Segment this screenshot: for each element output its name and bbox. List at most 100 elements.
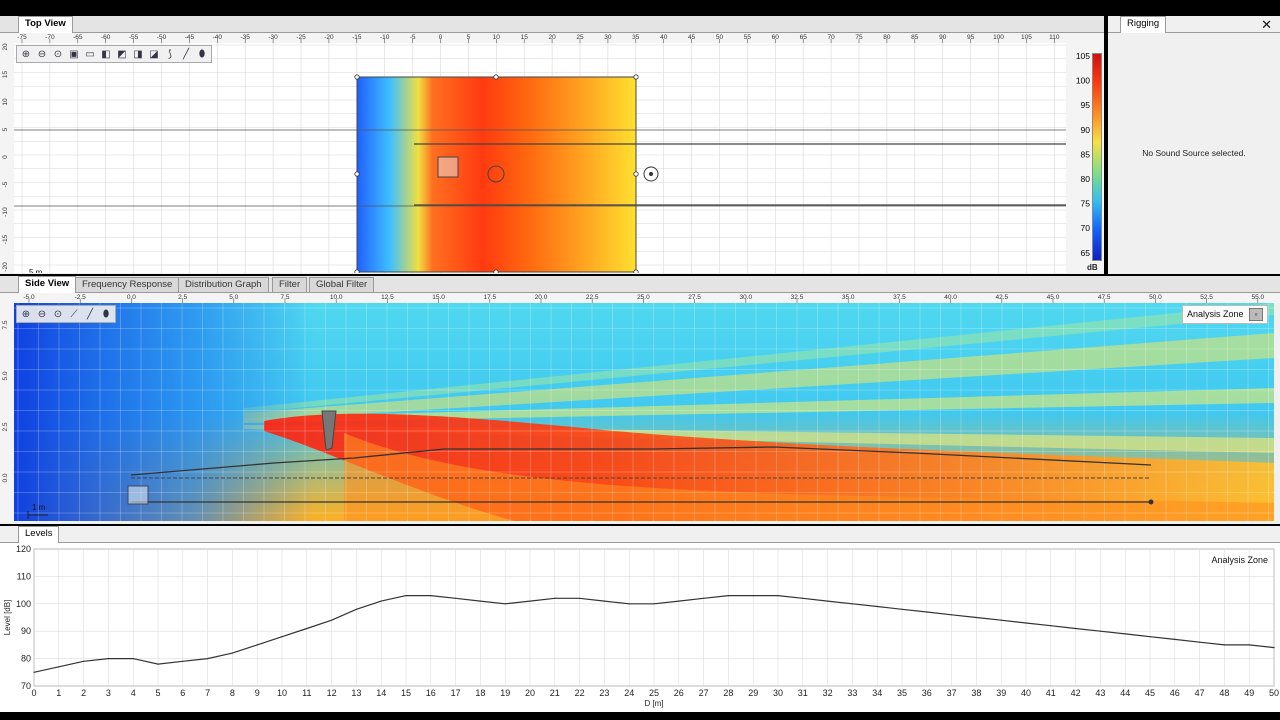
ruler-label: 30 xyxy=(604,34,612,41)
ruler-label: 2.5 xyxy=(2,422,9,431)
room-slope-icon[interactable]: ◪ xyxy=(149,48,159,60)
axis-origin-marker[interactable] xyxy=(437,156,459,178)
tab-levels[interactable]: Levels xyxy=(18,526,60,543)
tab-top-view[interactable]: Top View xyxy=(18,16,73,33)
line-tool-icon[interactable]: ╱ xyxy=(182,48,190,60)
lock-icon[interactable]: ▫ xyxy=(1249,308,1263,321)
speaker-icon[interactable]: ⬮ xyxy=(102,308,110,320)
level-point xyxy=(1099,630,1101,632)
ruler-label: -15 xyxy=(2,234,9,244)
top-view-tabstrip: Top View xyxy=(0,16,1104,33)
zoom-in-icon[interactable]: ⊕ xyxy=(21,48,31,60)
level-point xyxy=(1050,625,1052,627)
ruler-label: 105 xyxy=(1021,34,1032,41)
colorbar-label: 70 xyxy=(1081,223,1091,233)
ruler-label: 20 xyxy=(2,43,9,51)
colorbar-label: 65 xyxy=(1081,248,1091,258)
ruler-label: 42.5 xyxy=(995,294,1008,301)
level-point xyxy=(430,595,432,597)
level-point xyxy=(653,603,655,605)
level-point xyxy=(529,600,531,602)
ruler-label: 60 xyxy=(772,34,780,41)
side-analysis-zone-label: Analysis Zone xyxy=(1186,309,1244,319)
tab-filter[interactable]: Filter xyxy=(272,277,308,292)
ruler-label: -10 xyxy=(380,34,390,41)
zoom-in-icon[interactable]: ⊕ xyxy=(21,308,31,320)
level-point xyxy=(1174,638,1176,640)
ruler-label: 0 xyxy=(2,155,9,159)
zoom-out-icon[interactable]: ⊖ xyxy=(37,48,47,60)
ruler-label: -55 xyxy=(129,34,139,41)
level-point xyxy=(1124,633,1126,635)
colorbar: 105 100 95 90 85 80 75 70 65 dB xyxy=(1066,43,1104,274)
graph-icon[interactable]: ⟋ xyxy=(70,308,78,320)
ruler-label: 90 xyxy=(939,34,947,41)
ruler-label: 15 xyxy=(521,34,529,41)
level-point xyxy=(1075,627,1077,630)
x-tick-label: 21 xyxy=(550,688,560,698)
ruler-label: 5 xyxy=(2,127,9,131)
side-view-canvas[interactable]: 1 m ⊕ ⊖ ⊙ ⟋ ╱ ⬮ Analysis Zone ▫ xyxy=(14,303,1274,521)
room-front-icon[interactable]: ▭ xyxy=(85,48,95,60)
speaker-array[interactable] xyxy=(321,410,337,451)
tab-rigging[interactable]: Rigging xyxy=(1120,16,1167,33)
ruler-label: -75 xyxy=(17,34,27,41)
ruler-label: 45 xyxy=(688,34,696,41)
speaker-icon[interactable]: ⬮ xyxy=(198,48,206,60)
side-analysis-zone-badge[interactable]: Analysis Zone ▫ xyxy=(1181,305,1268,324)
colorbar-unit: dB xyxy=(1087,263,1098,272)
room-back-icon[interactable]: ◨ xyxy=(133,48,143,60)
top-heatmap xyxy=(356,76,637,273)
array-icon[interactable]: ⟆ xyxy=(168,48,172,60)
levels-panel: Levels 0 1 2 3 4 5 6 7 8 9 10 11 12 13 14 15 16 17 18 19 20 2… xyxy=(0,526,1280,712)
x-tick-label: 49 xyxy=(1244,688,1254,698)
close-icon[interactable]: ✕ xyxy=(1261,17,1272,32)
x-tick-label: 13 xyxy=(351,688,361,698)
room-side-icon[interactable]: ◧ xyxy=(101,48,111,60)
ruler-label: 15.0 xyxy=(432,294,445,301)
ruler-label: 22.5 xyxy=(586,294,599,301)
level-point xyxy=(281,636,283,638)
room-3d-icon[interactable]: ◩ xyxy=(117,48,127,60)
x-tick-label: 22 xyxy=(575,688,585,698)
level-point xyxy=(603,600,606,602)
line-tool-icon[interactable]: ╱ xyxy=(86,308,94,320)
level-point xyxy=(107,658,109,660)
zoom-fit-icon[interactable]: ⊙ xyxy=(53,48,63,60)
ruler-label: -5 xyxy=(410,34,416,41)
zoom-out-icon[interactable]: ⊖ xyxy=(37,308,47,320)
ruler-label: 10 xyxy=(2,98,9,106)
sound-source-icon[interactable] xyxy=(487,165,505,183)
level-point xyxy=(628,603,630,605)
tab-side-view[interactable]: Side View xyxy=(18,276,77,293)
x-tick-label: 29 xyxy=(748,688,758,698)
top-scale-label: 5 m xyxy=(29,268,43,273)
tab-distribution-graph[interactable]: Distribution Graph xyxy=(178,277,269,292)
level-point xyxy=(926,611,928,613)
side-scale-bar xyxy=(27,511,48,519)
x-tick-label: 44 xyxy=(1120,688,1130,698)
select-icon[interactable]: ▣ xyxy=(69,48,79,60)
ruler-label: 10.0 xyxy=(330,294,343,301)
level-point xyxy=(752,595,754,597)
x-tick-label: 25 xyxy=(649,688,659,698)
tab-global-filter[interactable]: Global Filter xyxy=(309,277,375,292)
ruler-label: 5 xyxy=(467,34,471,41)
side-axis-marker[interactable] xyxy=(127,485,149,505)
top-view-canvas[interactable]: 5 m ⊕ ⊖ ⊙ ▣ ▭ ◧ ◩ ◨ ◪ ⟆ ╱ ⬮ xyxy=(14,43,1066,273)
ruler-label: 25 xyxy=(576,34,584,41)
x-tick-label: 50 xyxy=(1269,688,1279,698)
level-point xyxy=(703,597,705,599)
top-view-x-ruler: -75 -70 -65 -60 -55 -50 -45 -40 -35 -30 -25 -20 -15-… xyxy=(0,33,1104,43)
ruler-label: 65 xyxy=(800,34,808,41)
top-view-toolbar: ⊕ ⊖ ⊙ ▣ ▭ ◧ ◩ ◨ ◪ ⟆ ╱ ⬮ xyxy=(16,45,212,63)
ruler-label: 95 xyxy=(967,34,975,41)
level-point xyxy=(1000,619,1002,621)
zoom-fit-icon[interactable]: ⊙ xyxy=(53,308,63,320)
ruler-label: 40.0 xyxy=(944,294,957,301)
x-tick-label: 6 xyxy=(180,688,185,698)
ruler-label: 75 xyxy=(855,34,863,41)
ruler-label: 35 xyxy=(632,34,640,41)
tab-frequency-response[interactable]: Frequency Response xyxy=(75,277,180,292)
level-point xyxy=(851,603,854,605)
